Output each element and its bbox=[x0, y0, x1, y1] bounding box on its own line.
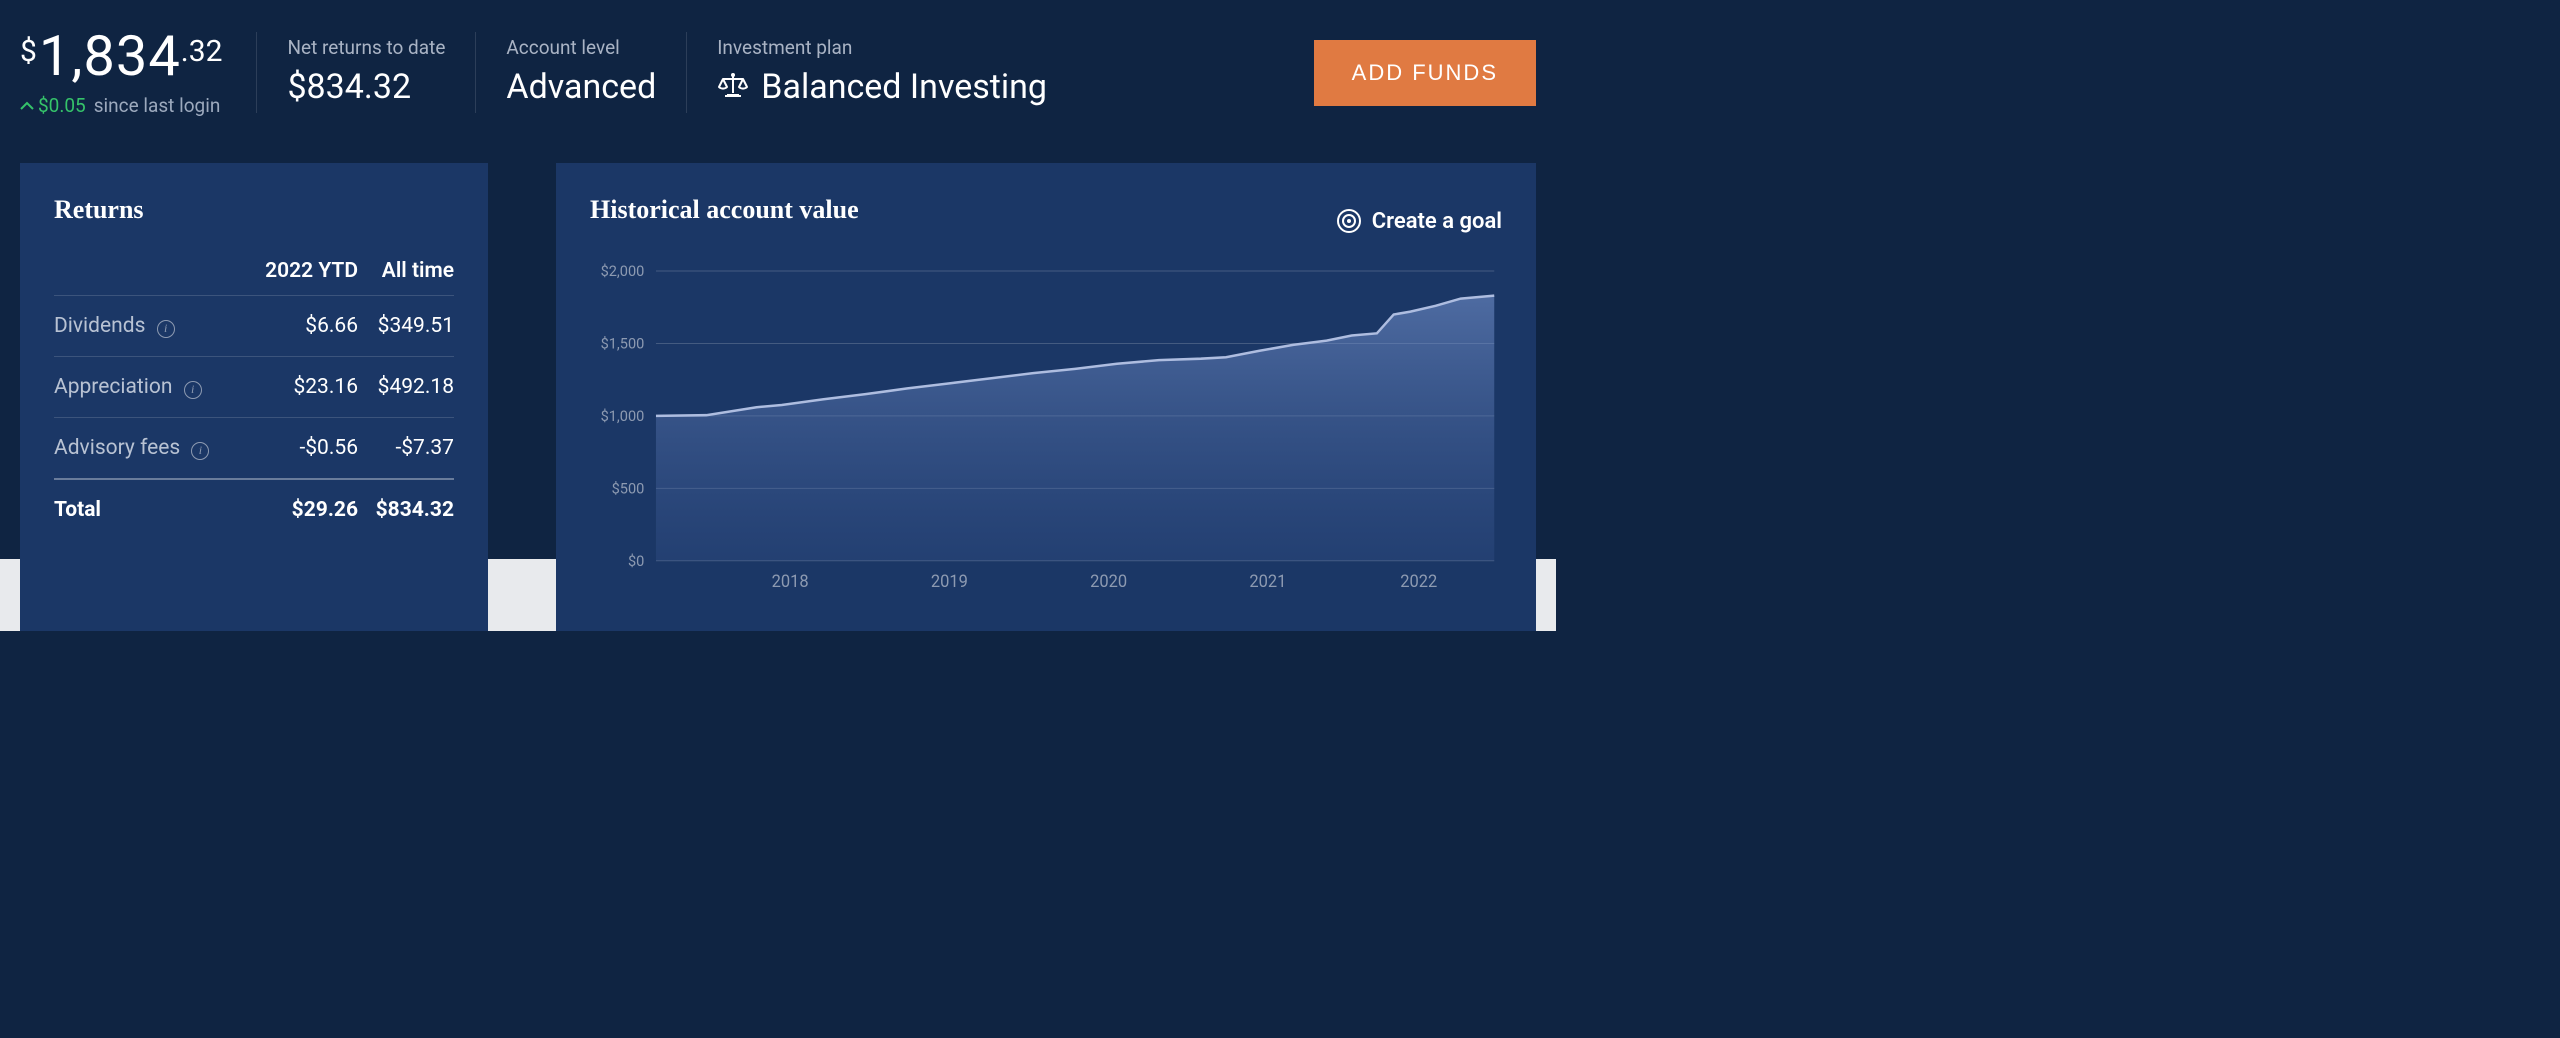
net-returns-block: Net returns to date $834.32 bbox=[257, 28, 475, 107]
investment-plan-block: Investment plan Balanced Investing bbox=[687, 28, 1077, 107]
total-all: $834.32 bbox=[358, 479, 454, 540]
table-row: Dividends i$6.66$349.51 bbox=[54, 296, 454, 357]
x-axis-label: 2021 bbox=[1249, 572, 1286, 592]
account-level-block: Account level Advanced bbox=[476, 28, 686, 107]
account-level-label: Account level bbox=[506, 36, 656, 59]
historical-value-card: Historical account value Create a goal $… bbox=[556, 163, 1536, 631]
y-axis-label: $2,000 bbox=[601, 262, 645, 280]
x-axis-label: 2020 bbox=[1090, 572, 1127, 592]
x-axis-label: 2018 bbox=[772, 572, 809, 592]
balance-cents: .32 bbox=[181, 34, 223, 69]
balance-whole: 1,834 bbox=[39, 28, 181, 84]
change-indicator: $0.05 bbox=[20, 94, 86, 117]
caret-up-icon bbox=[20, 101, 34, 111]
y-axis-label: $1,500 bbox=[601, 334, 645, 352]
row-label: Advisory fees i bbox=[54, 418, 244, 480]
returns-table: 2022 YTD All time Dividends i$6.66$349.5… bbox=[54, 247, 454, 540]
investment-plan-value: Balanced Investing bbox=[761, 67, 1047, 107]
row-ytd: -$0.56 bbox=[244, 418, 358, 480]
row-all: -$7.37 bbox=[358, 418, 454, 480]
y-axis-label: $500 bbox=[612, 479, 645, 497]
y-axis-label: $0 bbox=[628, 552, 644, 570]
create-goal-link[interactable]: Create a goal bbox=[1336, 208, 1502, 234]
net-returns-value: $834.32 bbox=[287, 67, 445, 107]
row-all: $492.18 bbox=[358, 357, 454, 418]
returns-title: Returns bbox=[54, 195, 454, 225]
row-all: $349.51 bbox=[358, 296, 454, 357]
returns-card: Returns 2022 YTD All time Dividends i$6.… bbox=[20, 163, 488, 631]
since-last-login-label: since last login bbox=[94, 94, 221, 117]
balance-block: $ 1,834 .32 $0.05 since last login bbox=[20, 28, 256, 117]
returns-col-ytd: 2022 YTD bbox=[244, 247, 358, 296]
net-returns-label: Net returns to date bbox=[287, 36, 445, 59]
y-axis-label: $1,000 bbox=[601, 407, 645, 425]
info-icon[interactable]: i bbox=[191, 442, 209, 460]
x-axis-label: 2022 bbox=[1400, 572, 1437, 592]
chart-area[interactable]: $0 $500 $1,000 $1,500 $2,000 2018 2019 2020 2021… bbox=[590, 261, 1502, 603]
table-row-total: Total$29.26$834.32 bbox=[54, 479, 454, 540]
total-label: Total bbox=[54, 479, 244, 540]
returns-col-all: All time bbox=[358, 247, 454, 296]
summary-header: $ 1,834 .32 $0.05 since last login Net r… bbox=[20, 28, 1536, 117]
currency-symbol: $ bbox=[20, 34, 37, 69]
row-label: Dividends i bbox=[54, 296, 244, 357]
add-funds-button[interactable]: ADD FUNDS bbox=[1314, 40, 1536, 106]
row-ytd: $6.66 bbox=[244, 296, 358, 357]
create-goal-label: Create a goal bbox=[1372, 209, 1502, 234]
investment-plan-label: Investment plan bbox=[717, 36, 1047, 59]
table-row: Appreciation i$23.16$492.18 bbox=[54, 357, 454, 418]
table-row: Advisory fees i-$0.56-$7.37 bbox=[54, 418, 454, 480]
balance-scale-icon bbox=[717, 72, 749, 102]
info-icon[interactable]: i bbox=[157, 320, 175, 338]
x-axis-label: 2019 bbox=[931, 572, 968, 592]
total-ytd: $29.26 bbox=[244, 479, 358, 540]
info-icon[interactable]: i bbox=[184, 381, 202, 399]
row-ytd: $23.16 bbox=[244, 357, 358, 418]
returns-col-blank bbox=[54, 247, 244, 296]
change-value: $0.05 bbox=[38, 94, 86, 117]
target-icon bbox=[1336, 208, 1362, 234]
account-level-value: Advanced bbox=[506, 67, 656, 107]
chart-title: Historical account value bbox=[590, 195, 859, 225]
row-label: Appreciation i bbox=[54, 357, 244, 418]
chart-area-fill bbox=[656, 296, 1494, 561]
